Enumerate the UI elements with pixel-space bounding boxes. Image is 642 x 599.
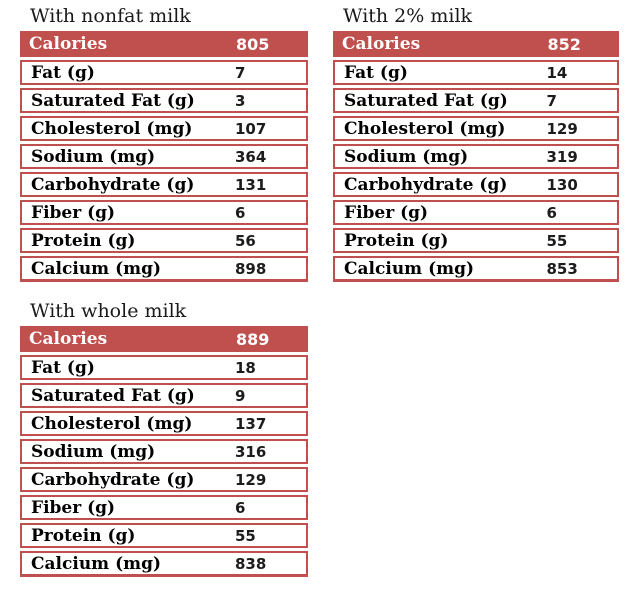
nutrient-value: 55 xyxy=(546,231,568,250)
nutrient-value: 9 xyxy=(235,386,246,405)
nutrient-label: Calcium (mg) xyxy=(31,553,162,574)
nutrient-label: Sodium (mg) xyxy=(31,441,156,462)
table-row: Sodium (mg) 364 xyxy=(20,144,308,169)
nutrient-value: 7 xyxy=(546,91,557,110)
nutrient-value: 316 xyxy=(235,442,267,461)
table-row: Carbohydrate (g) 130 xyxy=(333,172,619,197)
table-with-2-percent-milk: With 2% milk Calories 852 Fat (g) 14 Saturate… xyxy=(333,4,619,282)
nutrient-label: Cholesterol (mg) xyxy=(344,118,506,139)
nutrient-label: Fiber (g) xyxy=(31,202,116,223)
nutrient-label: Sodium (mg) xyxy=(31,146,156,167)
nutrient-value: 137 xyxy=(235,414,267,433)
nutrient-label: Fat (g) xyxy=(31,62,95,83)
table-with-nonfat-milk: With nonfat milk Calories 805 Fat (g) 7 Satur… xyxy=(20,4,308,282)
nutrient-label: Carbohydrate (g) xyxy=(31,174,195,195)
nutrient-value: 107 xyxy=(235,119,267,138)
table-row: Calcium (mg) 898 xyxy=(20,256,308,282)
nutrient-label: Cholesterol (mg) xyxy=(31,118,193,139)
nutrient-value: 18 xyxy=(235,358,256,377)
table-row: Cholesterol (mg) 107 xyxy=(20,116,308,141)
nutrient-label: Fat (g) xyxy=(31,357,95,378)
table-row: Cholesterol (mg) 137 xyxy=(20,411,308,436)
nutrient-value: 898 xyxy=(235,259,267,278)
header-row: Calories 889 xyxy=(20,326,308,352)
nutrient-value: 56 xyxy=(235,231,256,250)
table-row: Saturated Fat (g) 9 xyxy=(20,383,308,408)
nutrient-value: 6 xyxy=(235,203,246,222)
nutrient-label: Sodium (mg) xyxy=(344,146,469,167)
table-with-whole-milk: With whole milk Calories 889 Fat (g) 18 Satur… xyxy=(20,299,308,577)
nutrient-label: Calcium (mg) xyxy=(344,258,475,279)
nutrient-value: 55 xyxy=(235,526,256,545)
nutrient-label: Cholesterol (mg) xyxy=(31,413,193,434)
table-title: With nonfat milk xyxy=(30,5,191,27)
table-row: Protein (g) 56 xyxy=(20,228,308,253)
nutrient-value: 6 xyxy=(546,203,557,222)
table-row: Saturated Fat (g) 3 xyxy=(20,88,308,113)
nutrient-label: Saturated Fat (g) xyxy=(344,90,508,111)
nutrient-value: 14 xyxy=(546,63,568,82)
nutrient-label: Calories xyxy=(342,34,421,54)
table-row: Saturated Fat (g) 7 xyxy=(333,88,619,113)
table-row: Carbohydrate (g) 129 xyxy=(20,467,308,492)
table-row: Fiber (g) 6 xyxy=(333,200,619,225)
nutrient-value: 131 xyxy=(235,175,267,194)
nutrient-value: 319 xyxy=(546,147,578,166)
nutrient-label: Fiber (g) xyxy=(344,202,429,223)
nutrient-label: Carbohydrate (g) xyxy=(344,174,508,195)
table-row: Protein (g) 55 xyxy=(20,523,308,548)
nutrient-label: Protein (g) xyxy=(344,230,449,251)
nutrient-label: Protein (g) xyxy=(31,525,136,546)
nutrient-label: Calcium (mg) xyxy=(31,258,162,279)
nutrient-value: 838 xyxy=(235,554,267,573)
nutrient-value: 130 xyxy=(546,175,578,194)
table-row: Calcium (mg) 853 xyxy=(333,256,619,282)
table-row: Cholesterol (mg) 129 xyxy=(333,116,619,141)
nutrient-value: 6 xyxy=(235,498,246,517)
nutrient-value: 129 xyxy=(546,119,578,138)
table-row: Carbohydrate (g) 131 xyxy=(20,172,308,197)
table-title: With whole milk xyxy=(30,300,187,322)
nutrient-label: Fat (g) xyxy=(344,62,408,83)
nutrient-label: Calories xyxy=(29,329,108,349)
header-row: Calories 805 xyxy=(20,31,308,57)
nutrient-value: 364 xyxy=(235,147,267,166)
nutrient-value: 129 xyxy=(235,470,267,489)
nutrient-label: Saturated Fat (g) xyxy=(31,90,195,111)
nutrient-label: Saturated Fat (g) xyxy=(31,385,195,406)
table-row: Fiber (g) 6 xyxy=(20,200,308,225)
nutrient-value: 889 xyxy=(236,329,270,349)
table-row: Fat (g) 7 xyxy=(20,60,308,85)
nutrient-value: 7 xyxy=(235,63,246,82)
nutrient-label: Calories xyxy=(29,34,108,54)
nutrient-label: Carbohydrate (g) xyxy=(31,469,195,490)
table-row: Calcium (mg) 838 xyxy=(20,551,308,577)
table-row: Fat (g) 14 xyxy=(333,60,619,85)
nutrient-value: 852 xyxy=(547,34,581,54)
nutrient-label: Fiber (g) xyxy=(31,497,116,518)
table-row: Sodium (mg) 316 xyxy=(20,439,308,464)
table-row: Sodium (mg) 319 xyxy=(333,144,619,169)
nutrient-value: 805 xyxy=(236,34,270,54)
table-row: Fat (g) 18 xyxy=(20,355,308,380)
table-title: With 2% milk xyxy=(343,5,473,27)
table-row: Protein (g) 55 xyxy=(333,228,619,253)
table-row: Fiber (g) 6 xyxy=(20,495,308,520)
nutrient-value: 853 xyxy=(546,259,578,278)
header-row: Calories 852 xyxy=(333,31,619,57)
nutrient-label: Protein (g) xyxy=(31,230,136,251)
nutrient-value: 3 xyxy=(235,91,246,110)
